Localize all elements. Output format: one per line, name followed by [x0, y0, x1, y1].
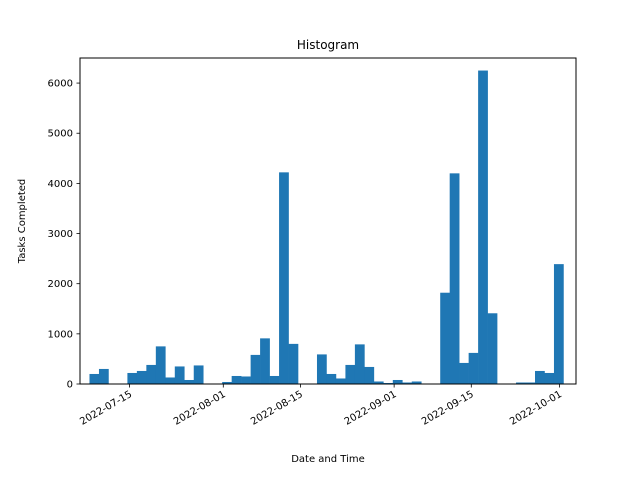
histogram-bar	[516, 382, 526, 384]
histogram-bar	[174, 366, 185, 384]
histogram-bar	[98, 368, 109, 384]
histogram-bar	[279, 172, 289, 384]
y-tick-label: 1000	[48, 329, 73, 340]
y-axis-title: Tasks Completed	[17, 179, 28, 265]
chart-title: Histogram	[297, 38, 359, 52]
histogram-bar	[260, 338, 270, 384]
histogram-bar	[544, 372, 555, 384]
y-tick-label: 0	[67, 380, 73, 391]
histogram-bar	[411, 381, 422, 384]
histogram-bar	[316, 354, 327, 384]
histogram-bar	[193, 365, 204, 384]
histogram-bar	[165, 377, 176, 384]
histogram-bar	[402, 382, 413, 384]
histogram-bar	[553, 264, 564, 384]
histogram-bar	[127, 372, 138, 384]
plot-frame	[79, 57, 577, 385]
histogram-bar	[89, 373, 100, 384]
histogram-bar	[364, 366, 375, 384]
histogram-bar	[222, 381, 232, 384]
histogram-bar	[440, 292, 450, 384]
histogram-bar	[373, 381, 384, 384]
histogram-bar	[345, 364, 356, 384]
histogram-bar	[146, 364, 157, 384]
histogram-bar	[250, 354, 261, 384]
histogram-bar	[478, 70, 488, 384]
y-tick-label: 6000	[48, 79, 73, 90]
histogram-bar	[288, 343, 299, 384]
bars-group	[89, 70, 564, 384]
histogram-bar	[326, 373, 337, 384]
histogram-bar	[184, 379, 195, 384]
histogram-bar	[354, 344, 365, 384]
histogram-bar	[136, 370, 147, 384]
histogram-bar	[335, 378, 346, 384]
y-axis: 0 1000 2000 3000 4000 5000 6000	[48, 79, 80, 391]
histogram-bar	[231, 375, 242, 384]
y-tick-label: 2000	[48, 279, 73, 290]
histogram-bar	[468, 352, 479, 384]
x-axis-title: Date and Time	[291, 454, 365, 465]
y-tick-label: 5000	[48, 129, 73, 140]
histogram-bar	[449, 173, 460, 384]
histogram-bar	[241, 376, 251, 384]
histogram-bar	[155, 346, 166, 384]
y-tick-label: 3000	[48, 229, 73, 240]
histogram-bar	[535, 370, 545, 384]
histogram-bar	[459, 362, 469, 384]
histogram-bar	[487, 313, 498, 384]
histogram-bar	[392, 379, 403, 384]
y-tick-label: 4000	[48, 179, 73, 190]
histogram-bar	[269, 375, 280, 384]
histogram-bar	[525, 382, 536, 384]
